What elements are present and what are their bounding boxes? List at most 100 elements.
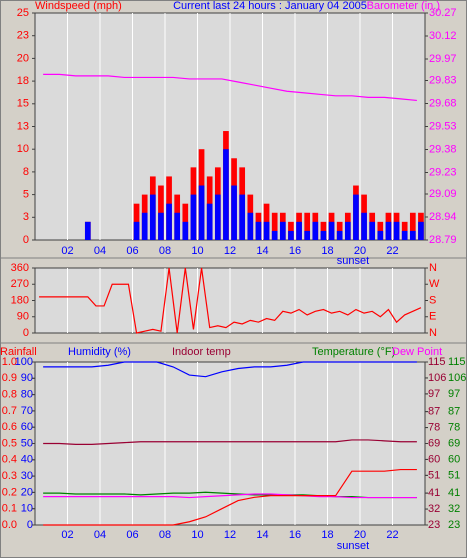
bar — [401, 230, 408, 240]
bar — [336, 230, 343, 240]
y-tick-label: 23 — [17, 30, 29, 42]
x-tick-label: 08 — [159, 529, 171, 541]
bar — [344, 221, 351, 240]
data-line — [43, 439, 417, 445]
axis-title: Barometer (in.) — [367, 0, 440, 12]
x-tick-label: 12 — [224, 245, 236, 257]
y-tick-label: 80 — [21, 389, 33, 401]
bar — [418, 221, 424, 240]
y-tick-label: 97 — [448, 388, 460, 400]
data-line — [43, 73, 417, 102]
y-tick-label: 0.9 — [2, 372, 17, 384]
y-tick-label: 30 — [21, 470, 33, 482]
bar — [84, 221, 91, 240]
axis-title: Indoor temp — [172, 346, 231, 358]
chart-title: Current last 24 hours : January 04 2005 — [173, 0, 367, 12]
y-tick-label: 69 — [448, 437, 460, 449]
y-tick-label: 87 — [428, 406, 440, 418]
x-tick-label: 22 — [386, 529, 398, 541]
y-tick-label: 40 — [21, 454, 33, 466]
y-tick-label: 29.68 — [429, 97, 457, 109]
y-tick-label: 30.12 — [429, 30, 457, 42]
y-tick-label: 0.1 — [2, 503, 17, 515]
y-tick-label: 0 — [23, 234, 29, 246]
y-tick-label: 29.83 — [429, 74, 457, 86]
axis-title: Temperature (°F) — [312, 346, 395, 358]
bar — [149, 194, 156, 240]
y-tick-label: 270 — [11, 278, 29, 290]
y-tick-label: 20 — [17, 52, 29, 64]
bar — [409, 212, 416, 240]
x-tick-label: 06 — [126, 245, 138, 257]
bar — [214, 194, 221, 240]
y-tick-label: 41 — [448, 487, 460, 499]
bar — [198, 185, 205, 240]
y-tick-label: 106 — [448, 372, 466, 384]
y-tick-label: 29.97 — [429, 53, 457, 65]
bar — [206, 203, 213, 240]
y-tick-label: 20 — [21, 486, 33, 498]
data-line — [43, 361, 417, 378]
y-tick-label: 29.38 — [429, 143, 457, 155]
data-line — [43, 493, 417, 499]
y-tick-label: 0.0 — [2, 519, 17, 531]
legend-label: Dew Point — [392, 346, 442, 358]
y-tick-label: 25 — [17, 7, 29, 19]
bar — [353, 194, 359, 240]
y-tick-label: 18 — [17, 75, 29, 87]
y-tick-label: 0.2 — [2, 486, 17, 498]
y-tick-label: 100 — [15, 356, 33, 368]
y-tick-label: N — [429, 327, 437, 339]
bar — [312, 221, 319, 240]
x-tick-label: 06 — [126, 529, 138, 541]
y-tick-label: 0.3 — [2, 470, 17, 482]
bar — [158, 212, 164, 240]
bar — [369, 221, 376, 240]
bar — [271, 212, 278, 240]
x-tick-label: 04 — [94, 245, 106, 257]
bar — [182, 221, 189, 240]
annotation: sunset — [337, 255, 369, 267]
y-tick-label: 60 — [428, 453, 440, 465]
x-tick-label: 18 — [321, 529, 333, 541]
y-tick-label: N — [429, 262, 437, 274]
y-tick-label: 8 — [23, 166, 29, 178]
x-tick-label: 02 — [61, 529, 73, 541]
y-tick-label: 32 — [448, 503, 460, 515]
bar — [279, 221, 286, 240]
y-tick-label: 69 — [428, 437, 440, 449]
x-tick-label: 02 — [61, 245, 73, 257]
bar — [393, 221, 400, 240]
x-tick-label: 16 — [289, 245, 301, 257]
bar — [141, 212, 148, 240]
axis-title: Windspeed (mph) — [35, 0, 122, 12]
bar — [320, 230, 327, 240]
y-tick-label: 115 — [448, 356, 466, 368]
y-tick-label: 51 — [428, 469, 440, 481]
x-tick-label: 22 — [386, 245, 398, 257]
y-tick-label: 23 — [428, 519, 440, 531]
bar — [190, 194, 197, 240]
y-tick-label: 0 — [23, 327, 29, 339]
x-tick-label: 08 — [159, 245, 171, 257]
y-tick-label: 23 — [448, 519, 460, 531]
y-tick-label: 60 — [21, 421, 33, 433]
y-tick-label: W — [429, 278, 440, 290]
y-tick-label: 29.53 — [429, 120, 457, 132]
y-tick-label: 1.0 — [2, 356, 17, 368]
y-tick-label: 97 — [428, 388, 440, 400]
y-tick-label: 0.5 — [2, 437, 17, 449]
x-tick-label: 04 — [94, 529, 106, 541]
y-tick-label: 30.27 — [429, 7, 457, 19]
y-tick-label: 106 — [428, 372, 446, 384]
bar — [271, 230, 278, 240]
y-tick-label: 10 — [21, 503, 33, 515]
y-tick-label: 78 — [448, 421, 460, 433]
bar — [409, 230, 416, 240]
data-line — [43, 491, 417, 499]
bar — [231, 185, 237, 240]
data-line — [43, 468, 417, 526]
bar — [247, 212, 254, 240]
y-tick-label: 29.23 — [429, 166, 457, 178]
